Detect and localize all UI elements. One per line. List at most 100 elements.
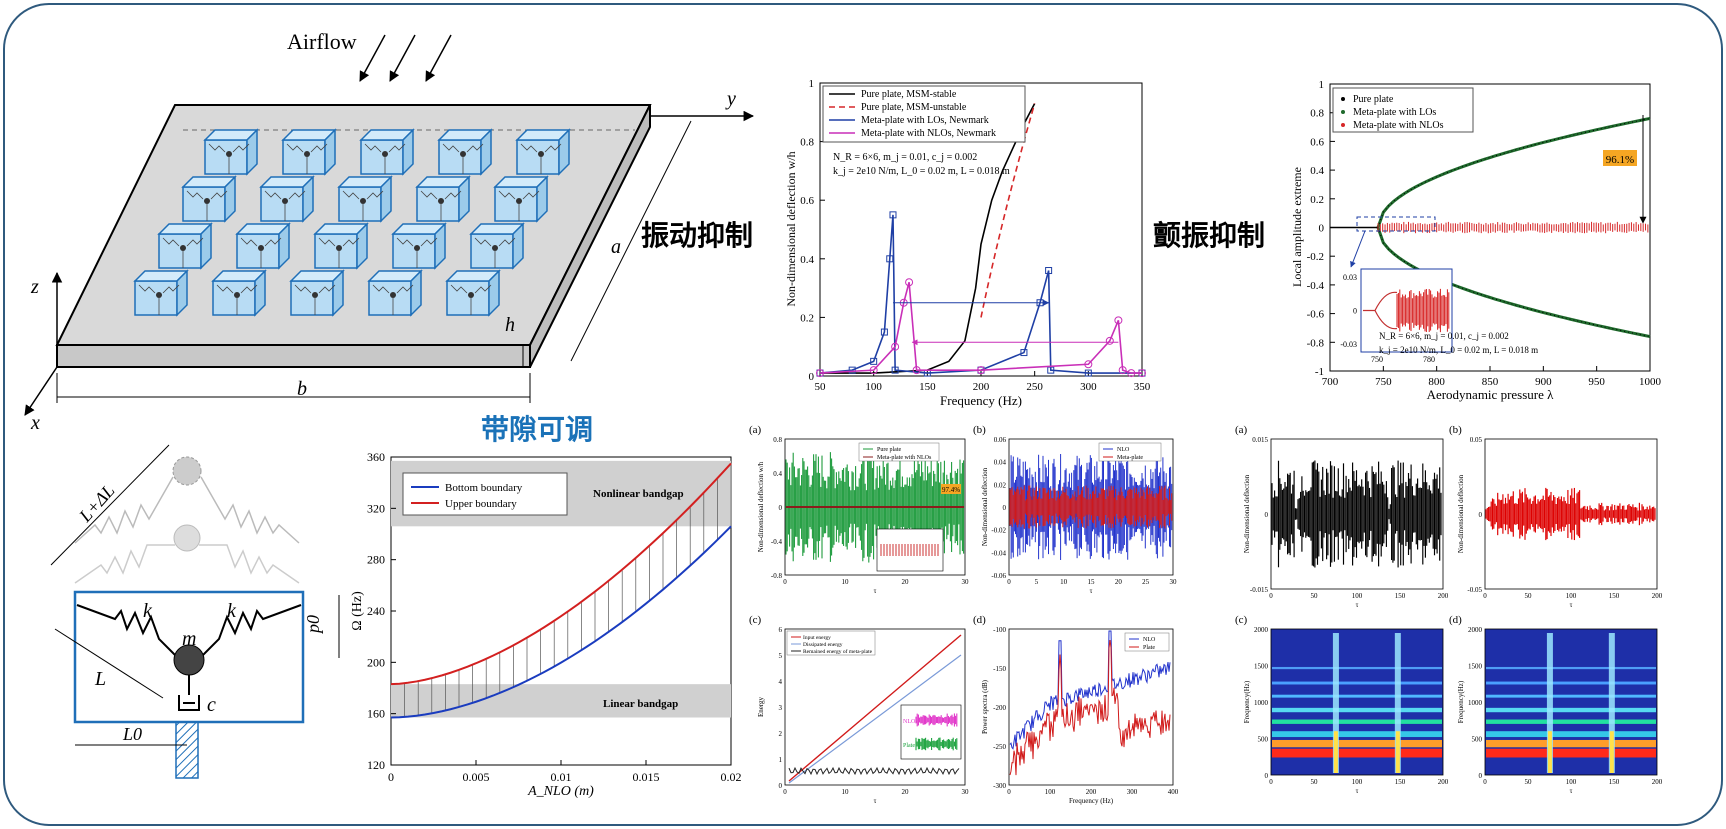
bandgap-ytick-label: 280 bbox=[367, 553, 385, 567]
frf-marker-nlos bbox=[912, 366, 921, 375]
flutter-percent: 96.1% bbox=[1606, 154, 1634, 166]
panel-c-legend-label: Remained energy of meta-plate bbox=[803, 648, 873, 655]
panel-a-legend-label: Pure plate bbox=[877, 447, 901, 453]
resonator-cell-spring bbox=[240, 237, 258, 247]
figure-frame: Airflow z x y b a h bbox=[3, 3, 1723, 826]
mass-label: m bbox=[182, 628, 196, 650]
flutter-ytick-label: -0.8 bbox=[1307, 337, 1325, 349]
panel-c-input-energy bbox=[788, 634, 962, 782]
resonator-cell-spring bbox=[372, 284, 390, 294]
panel-c-xtick: 30 bbox=[962, 788, 970, 796]
flutter-inset-ytick: 0.03 bbox=[1343, 273, 1357, 282]
resonator-cell-side bbox=[302, 175, 314, 223]
base-support bbox=[175, 721, 199, 779]
panel-a: (a) 0 10 20 30 0.8 0.4 0 -0.4 -0.8 τ Non-dimensiona… bbox=[749, 424, 969, 595]
resonator-cell-spring bbox=[288, 190, 306, 200]
resonator-cell-mass bbox=[516, 198, 522, 204]
resonator-cell-side bbox=[324, 128, 336, 176]
panel-rd-band bbox=[1486, 719, 1656, 724]
resonator-cell-spring bbox=[498, 237, 516, 247]
panel-c-ytick: 5 bbox=[779, 652, 783, 660]
frf-xtick-label: 200 bbox=[973, 381, 990, 393]
frf-marker-nlos bbox=[1105, 336, 1114, 345]
flutter-inset-xtick: 780 bbox=[1423, 355, 1435, 364]
flutter-ytick-label: -0.4 bbox=[1307, 280, 1325, 292]
x-axis-label: x bbox=[30, 412, 40, 434]
frf-marker-los bbox=[1020, 349, 1028, 357]
panel-c-legend-box bbox=[786, 630, 876, 656]
panel-ra: (a)0 50 100 150 2000.0150-0.015τNon-dimensio… bbox=[1235, 424, 1449, 609]
resonator-cell-side bbox=[402, 128, 414, 176]
flutter-params-2: k_j = 2e10 N/m, L_0 = 0.02 m, L = 0.018 … bbox=[1379, 345, 1538, 355]
panel-b-ylabel: Non-dimensional deflection bbox=[981, 467, 989, 546]
resonator-cell-spring bbox=[388, 143, 406, 153]
panel-rc-xlabel: τ bbox=[1356, 787, 1359, 795]
flutter-legend-swatch bbox=[1341, 97, 1345, 101]
plate-front-face bbox=[56, 344, 531, 368]
frf-marker-los bbox=[1047, 366, 1055, 374]
panel-rc-ylabel: Frequency(Hz) bbox=[1243, 680, 1251, 723]
panel-rc-transient-core bbox=[1333, 731, 1338, 773]
resonator-cell-mass bbox=[156, 292, 162, 298]
panel-c-ylabel: Energy bbox=[757, 696, 765, 717]
resonator-cell-side bbox=[278, 222, 290, 270]
resonator-cell-front bbox=[494, 186, 538, 222]
panel-rb-xtick: 50 bbox=[1525, 592, 1533, 600]
flutter-xtick-label: 800 bbox=[1428, 376, 1445, 388]
panel-d-xtick: 300 bbox=[1127, 788, 1138, 796]
frf-marker-nlos bbox=[1138, 369, 1146, 378]
frf-series-los bbox=[819, 214, 1142, 374]
airflow-arrow-3 bbox=[425, 34, 452, 82]
panel-rd-ylabel: Frequency(Hz) bbox=[1457, 680, 1465, 723]
panel-c-ytick: 1 bbox=[779, 756, 783, 764]
flutter-xtick-label: 750 bbox=[1375, 376, 1392, 388]
panel-d-xtick: 400 bbox=[1168, 788, 1179, 796]
panel-rd-band bbox=[1486, 739, 1656, 748]
bandgap-chart: 0 0.005 0.01 0.015 0.02 120 160 200 240 280 320 360… bbox=[350, 450, 742, 799]
panel-rc-xtick: 200 bbox=[1438, 778, 1449, 786]
resonator-cell-front bbox=[282, 139, 326, 175]
panel-c-xtick: 0 bbox=[783, 788, 787, 796]
bandgap-bottom-boundary bbox=[390, 525, 732, 719]
flutter-xtick-label: 950 bbox=[1588, 376, 1605, 388]
panel-ra-label: (a) bbox=[1235, 424, 1248, 436]
resonator-cell-front bbox=[204, 139, 248, 175]
panel-c-inset-plate-label: Plate bbox=[903, 743, 915, 749]
resonator-cell-spring bbox=[208, 143, 226, 153]
flutter-zoom-arrow bbox=[1350, 230, 1366, 268]
damper-label: c bbox=[207, 694, 216, 716]
frf-marker-los bbox=[891, 366, 899, 374]
x-axis bbox=[24, 366, 58, 416]
panel-b-xtick: 15 bbox=[1088, 578, 1096, 586]
bandgap-xtick-label: 0.01 bbox=[551, 770, 572, 784]
resonator-cell-front bbox=[470, 233, 514, 269]
frf-xtick-label: 50 bbox=[815, 381, 827, 393]
panel-rb-ylabel: Non-dimensional deflection bbox=[1457, 474, 1465, 553]
frf-marker-nlos bbox=[869, 366, 878, 375]
flutter-pure-plate-dots-lower bbox=[1377, 227, 1651, 338]
panel-c-xtick: 10 bbox=[842, 788, 850, 796]
frf-ytick-label: 0.4 bbox=[800, 254, 814, 266]
bandgap-xlabel: A_NLO (m) bbox=[527, 784, 594, 799]
frf-xtick-label: 150 bbox=[919, 381, 936, 393]
bandgap-linear-band bbox=[391, 684, 731, 718]
caption-bandgap-tunable: 带隙可调 bbox=[481, 413, 593, 446]
panel-rc-band bbox=[1272, 739, 1442, 748]
spring-ghost-right-mid bbox=[199, 544, 300, 584]
panel-ra-xtick: 200 bbox=[1438, 592, 1449, 600]
bandgap-ticks: 0 0.005 0.01 0.015 0.02 120 160 200 240 280 320 360 bbox=[367, 450, 742, 784]
resonator-cell-spring bbox=[216, 284, 234, 294]
panel-rc-transient-core bbox=[1395, 731, 1400, 773]
panel-a-ytick: -0.8 bbox=[771, 572, 783, 580]
frf-ytick-label: 1 bbox=[809, 78, 815, 90]
resonator-cell-spring bbox=[210, 190, 228, 200]
frf-legend-box bbox=[822, 85, 1026, 143]
panel-c-inset bbox=[900, 704, 962, 760]
panel-rc-xtick: 100 bbox=[1352, 778, 1363, 786]
resonator-cell-mass bbox=[312, 292, 318, 298]
flutter-inset-xtick: 750 bbox=[1371, 355, 1383, 364]
panel-d-ylabel: Power spectra (dB) bbox=[981, 679, 989, 734]
resonator-cell-side bbox=[380, 175, 392, 223]
frf-xtick-label: 300 bbox=[1080, 381, 1097, 393]
bandgap-legend-label: Bottom boundary bbox=[445, 482, 523, 494]
